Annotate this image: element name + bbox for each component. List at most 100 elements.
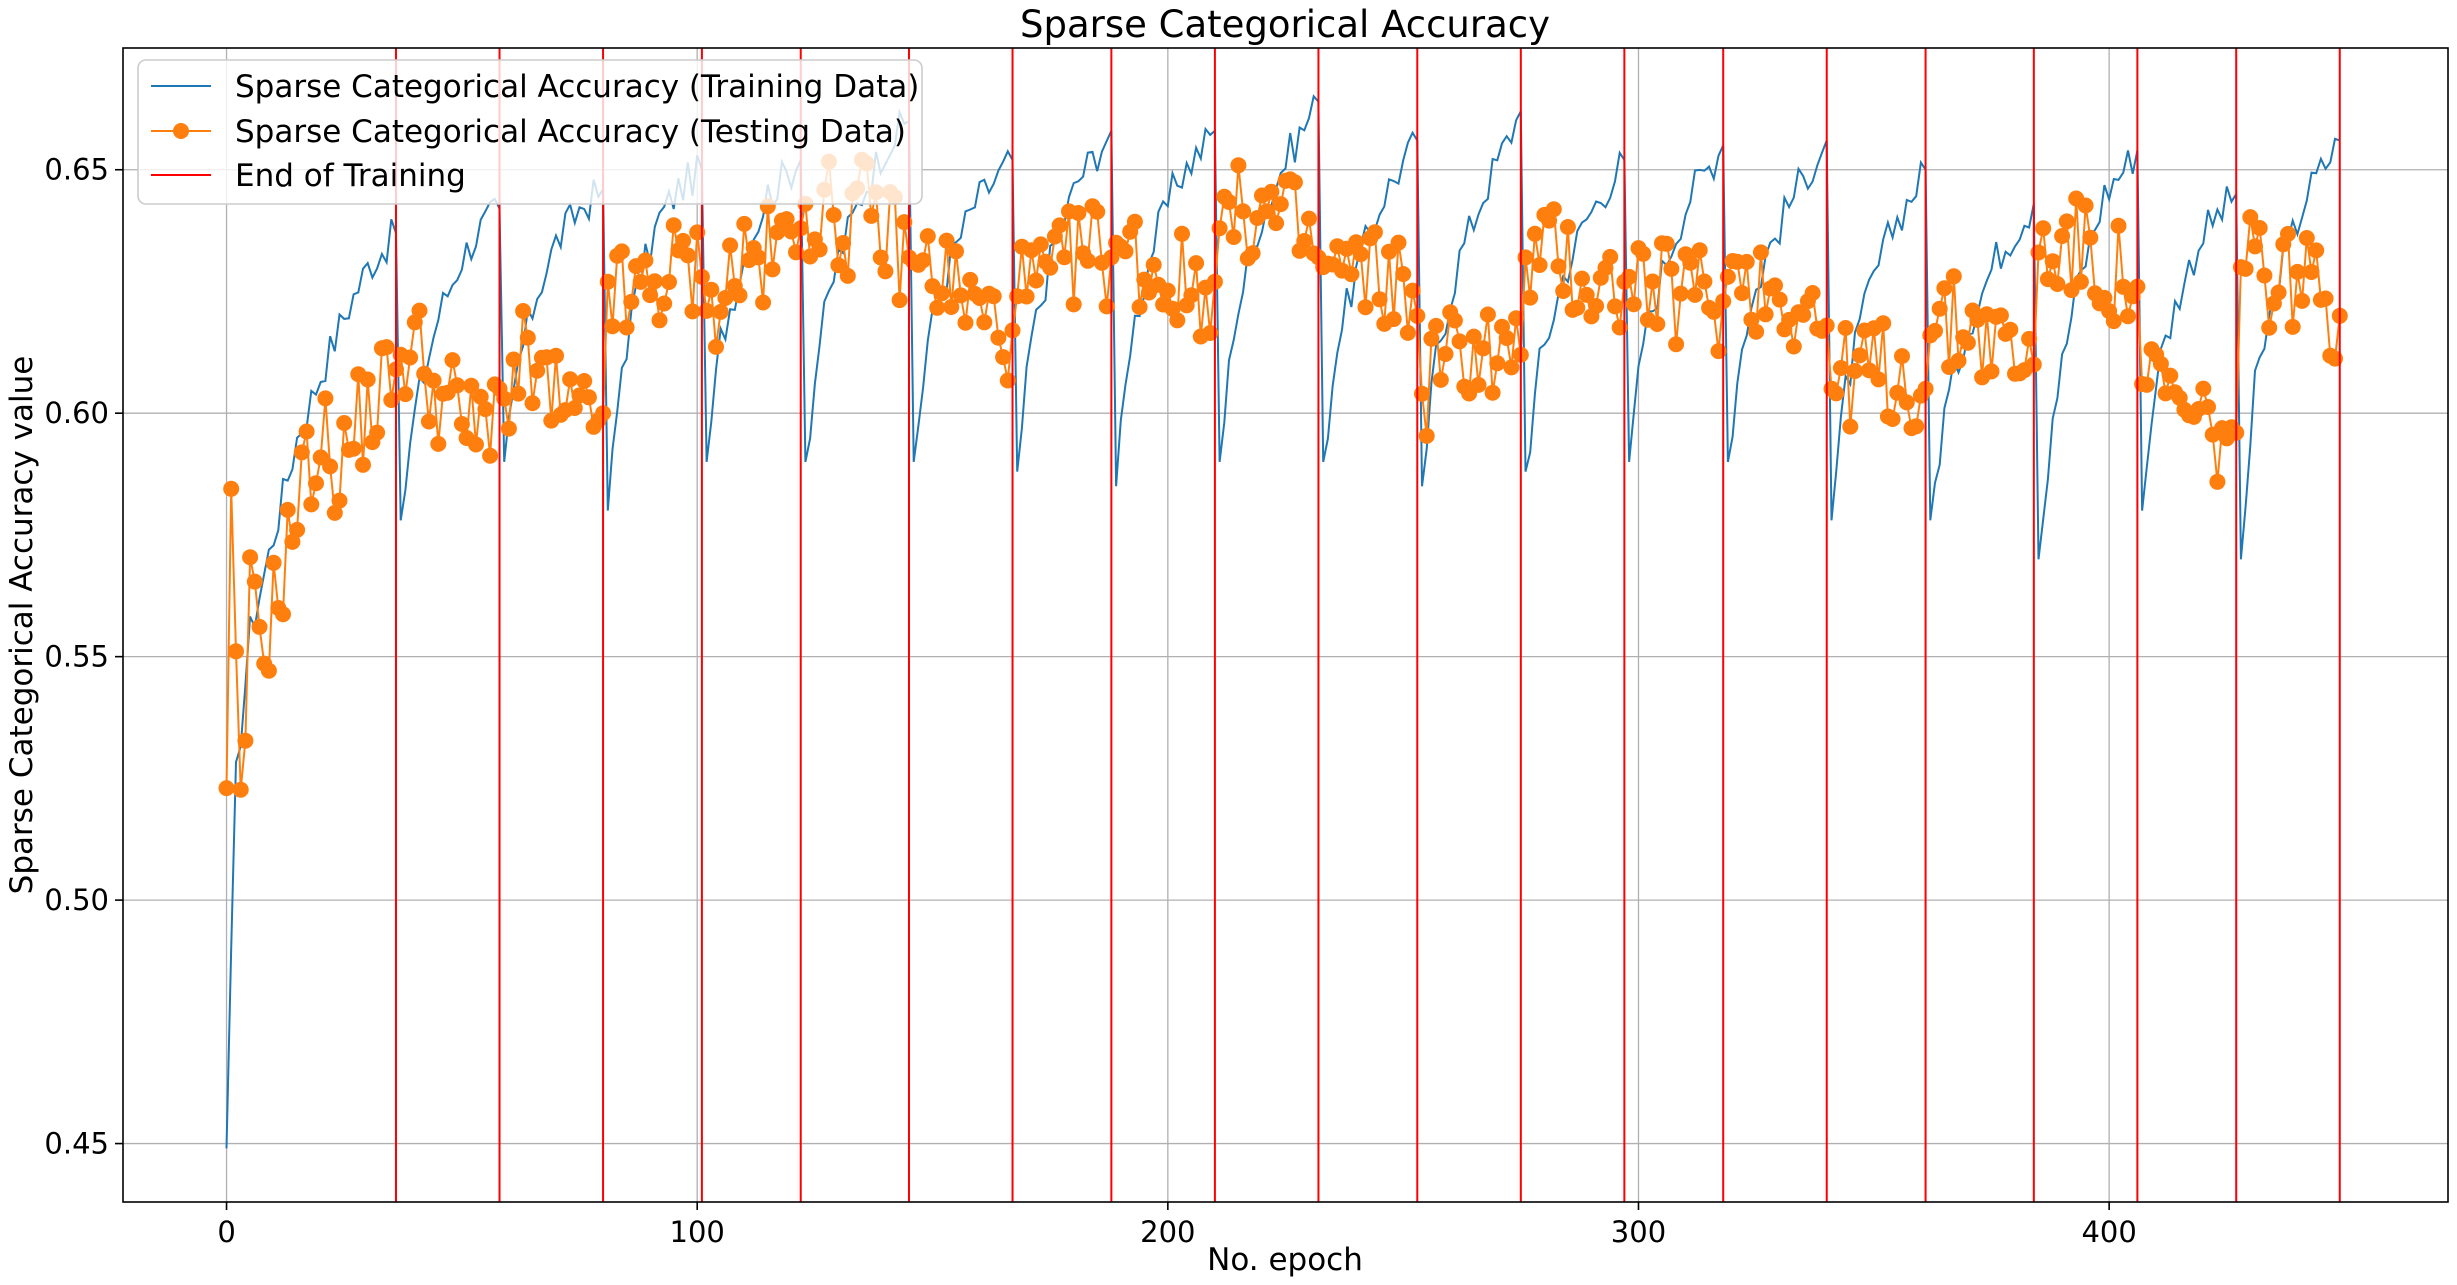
testing-point — [1028, 272, 1045, 289]
testing-point — [708, 338, 724, 355]
testing-point — [750, 249, 767, 266]
x-tick-label: 400 — [2081, 1215, 2136, 1249]
testing-point — [515, 303, 532, 319]
testing-point — [1847, 363, 1863, 379]
testing-point — [2054, 228, 2071, 244]
testing-point — [1851, 347, 1868, 364]
testing-point — [1531, 257, 1548, 273]
testing-point — [463, 377, 480, 394]
testing-point — [524, 395, 541, 412]
testing-point — [933, 285, 950, 302]
testing-point — [948, 243, 964, 260]
testing-point — [1465, 328, 1482, 345]
testing-point — [1446, 312, 1463, 329]
testing-point — [1607, 298, 1623, 315]
testing-point — [2077, 197, 2094, 214]
testing-point — [1301, 210, 1317, 227]
testing-point — [1927, 322, 1943, 339]
testing-point — [1268, 215, 1285, 232]
testing-point — [839, 267, 856, 284]
testing-point — [722, 237, 739, 254]
testing-point — [1225, 229, 1242, 245]
testing-point — [915, 252, 932, 269]
testing-point — [284, 533, 301, 550]
testing-point — [1018, 288, 1035, 305]
testing-point — [2209, 473, 2226, 490]
testing-point — [1357, 299, 1374, 316]
testing-point — [2317, 290, 2334, 307]
ticks: 0 100 200 300 400 0.45 0.50 0.55 0.60 0.65 — [44, 153, 2136, 1249]
testing-point — [2247, 238, 2263, 255]
testing-point — [1574, 270, 1590, 287]
chart-title: Sparse Categorical Accuracy — [1020, 3, 1550, 46]
testing-point — [275, 606, 291, 623]
testing-point — [322, 458, 339, 475]
testing-point — [632, 273, 649, 290]
testing-point — [510, 385, 527, 402]
testing-point — [1479, 306, 1496, 323]
testing-point — [2035, 220, 2052, 237]
testing-point — [2251, 220, 2268, 236]
testing-point — [1625, 296, 1642, 313]
testing-point — [331, 492, 348, 509]
x-axis-label: No. epoch — [1207, 1242, 1363, 1278]
testing-point — [2049, 276, 2066, 292]
testing-point — [519, 329, 536, 346]
y-tick-label: 0.55 — [44, 640, 109, 674]
testing-point — [661, 274, 677, 290]
testing-point — [242, 549, 259, 566]
testing-point — [2044, 253, 2061, 270]
testing-point — [1272, 196, 1289, 213]
testing-point — [1950, 352, 1967, 369]
testing-point — [1578, 286, 1595, 303]
testing-point — [1526, 225, 1543, 242]
testing-point — [2162, 367, 2179, 384]
y-axis-label: Sparse Categorical Accuracy value — [4, 356, 40, 895]
testing-point — [2152, 355, 2169, 372]
testing-point — [1343, 266, 1360, 283]
testing-point — [369, 424, 386, 441]
testing-point — [1484, 384, 1501, 401]
y-tick-label: 0.45 — [44, 1127, 109, 1161]
testing-point — [1936, 280, 1953, 297]
testing-point — [642, 287, 659, 304]
testing-point — [613, 243, 630, 260]
testing-point — [1230, 157, 1247, 174]
testing-point — [1743, 311, 1760, 328]
testing-point — [1870, 371, 1887, 388]
testing-point — [1842, 418, 1859, 435]
testing-point — [2058, 213, 2075, 230]
legend: Sparse Categorical Accuracy (Training Da… — [137, 59, 923, 205]
testing-point — [303, 496, 320, 513]
testing-point — [562, 371, 579, 388]
testing-point — [1795, 306, 1812, 323]
testing-point — [2096, 289, 2113, 306]
testing-point — [1089, 203, 1106, 220]
testing-point — [736, 215, 753, 232]
testing-point — [1931, 300, 1948, 317]
testing-point — [1894, 348, 1910, 365]
testing-point — [872, 249, 889, 266]
testing-point — [1258, 203, 1275, 220]
testing-point — [1658, 235, 1675, 252]
testing-point — [529, 362, 546, 379]
testing-point — [1696, 273, 1713, 290]
testing-point — [576, 373, 593, 389]
testing-point — [877, 263, 894, 280]
testing-point — [2261, 319, 2278, 336]
testing-point — [1785, 338, 1802, 355]
testing-point — [731, 287, 748, 304]
testing-point — [1550, 258, 1567, 275]
testing-point — [1771, 291, 1788, 308]
testing-point — [1437, 346, 1454, 362]
testing-point — [293, 444, 310, 461]
testing-point — [1390, 234, 1407, 251]
legend-training-label: Sparse Categorical Accuracy (Training Da… — [235, 69, 919, 105]
testing-point — [566, 400, 583, 416]
testing-point — [651, 312, 668, 329]
testing-point — [1032, 236, 1049, 253]
testing-point — [1221, 194, 1237, 210]
testing-point — [1837, 320, 1854, 336]
testing-point — [308, 475, 324, 492]
